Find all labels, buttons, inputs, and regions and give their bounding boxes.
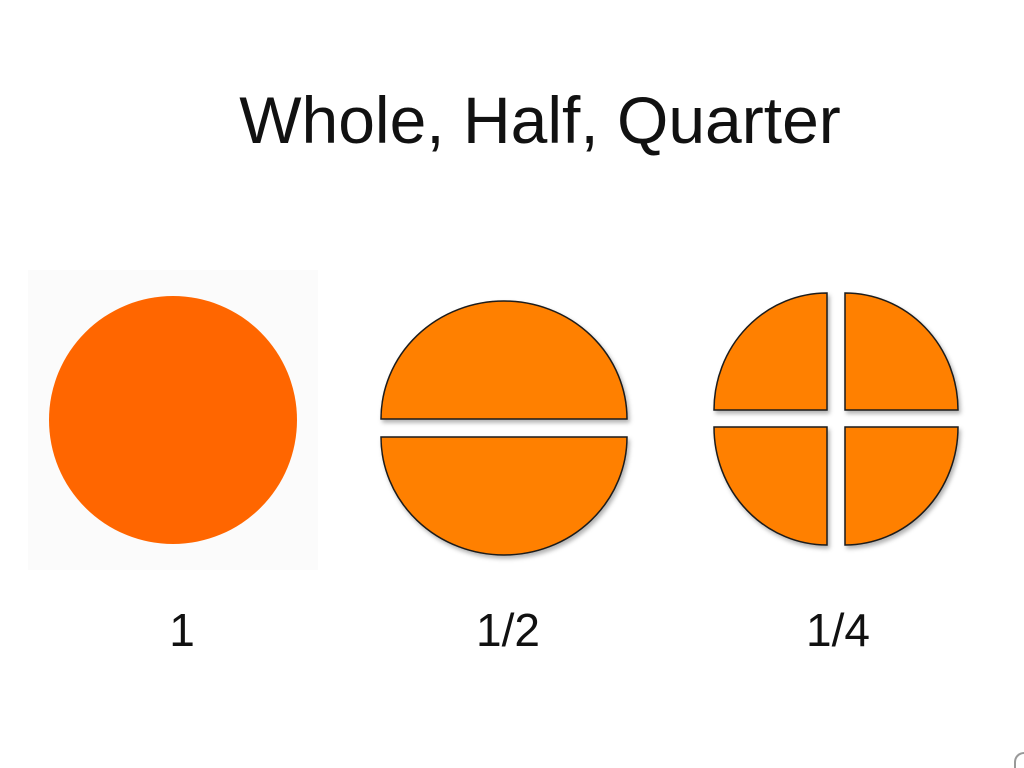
top-right-quarter-piece [844,292,959,411]
top-half-piece [380,300,628,420]
quarter-label: 1/4 [806,604,870,656]
bottom-right-quarter-piece [844,426,959,546]
half-circle-group [380,300,628,556]
corner-mark [1014,752,1024,768]
whole-circle [49,296,297,544]
half-label: 1/2 [476,604,540,656]
slide-title: Whole, Half, Quarter [239,83,841,157]
whole-label: 1 [169,604,195,656]
top-left-quarter-piece [713,292,828,411]
bottom-left-quarter-piece [713,426,828,546]
whole-circle-shape [49,296,297,544]
bottom-half-piece [380,436,628,556]
quarter-circle-group [713,292,959,546]
